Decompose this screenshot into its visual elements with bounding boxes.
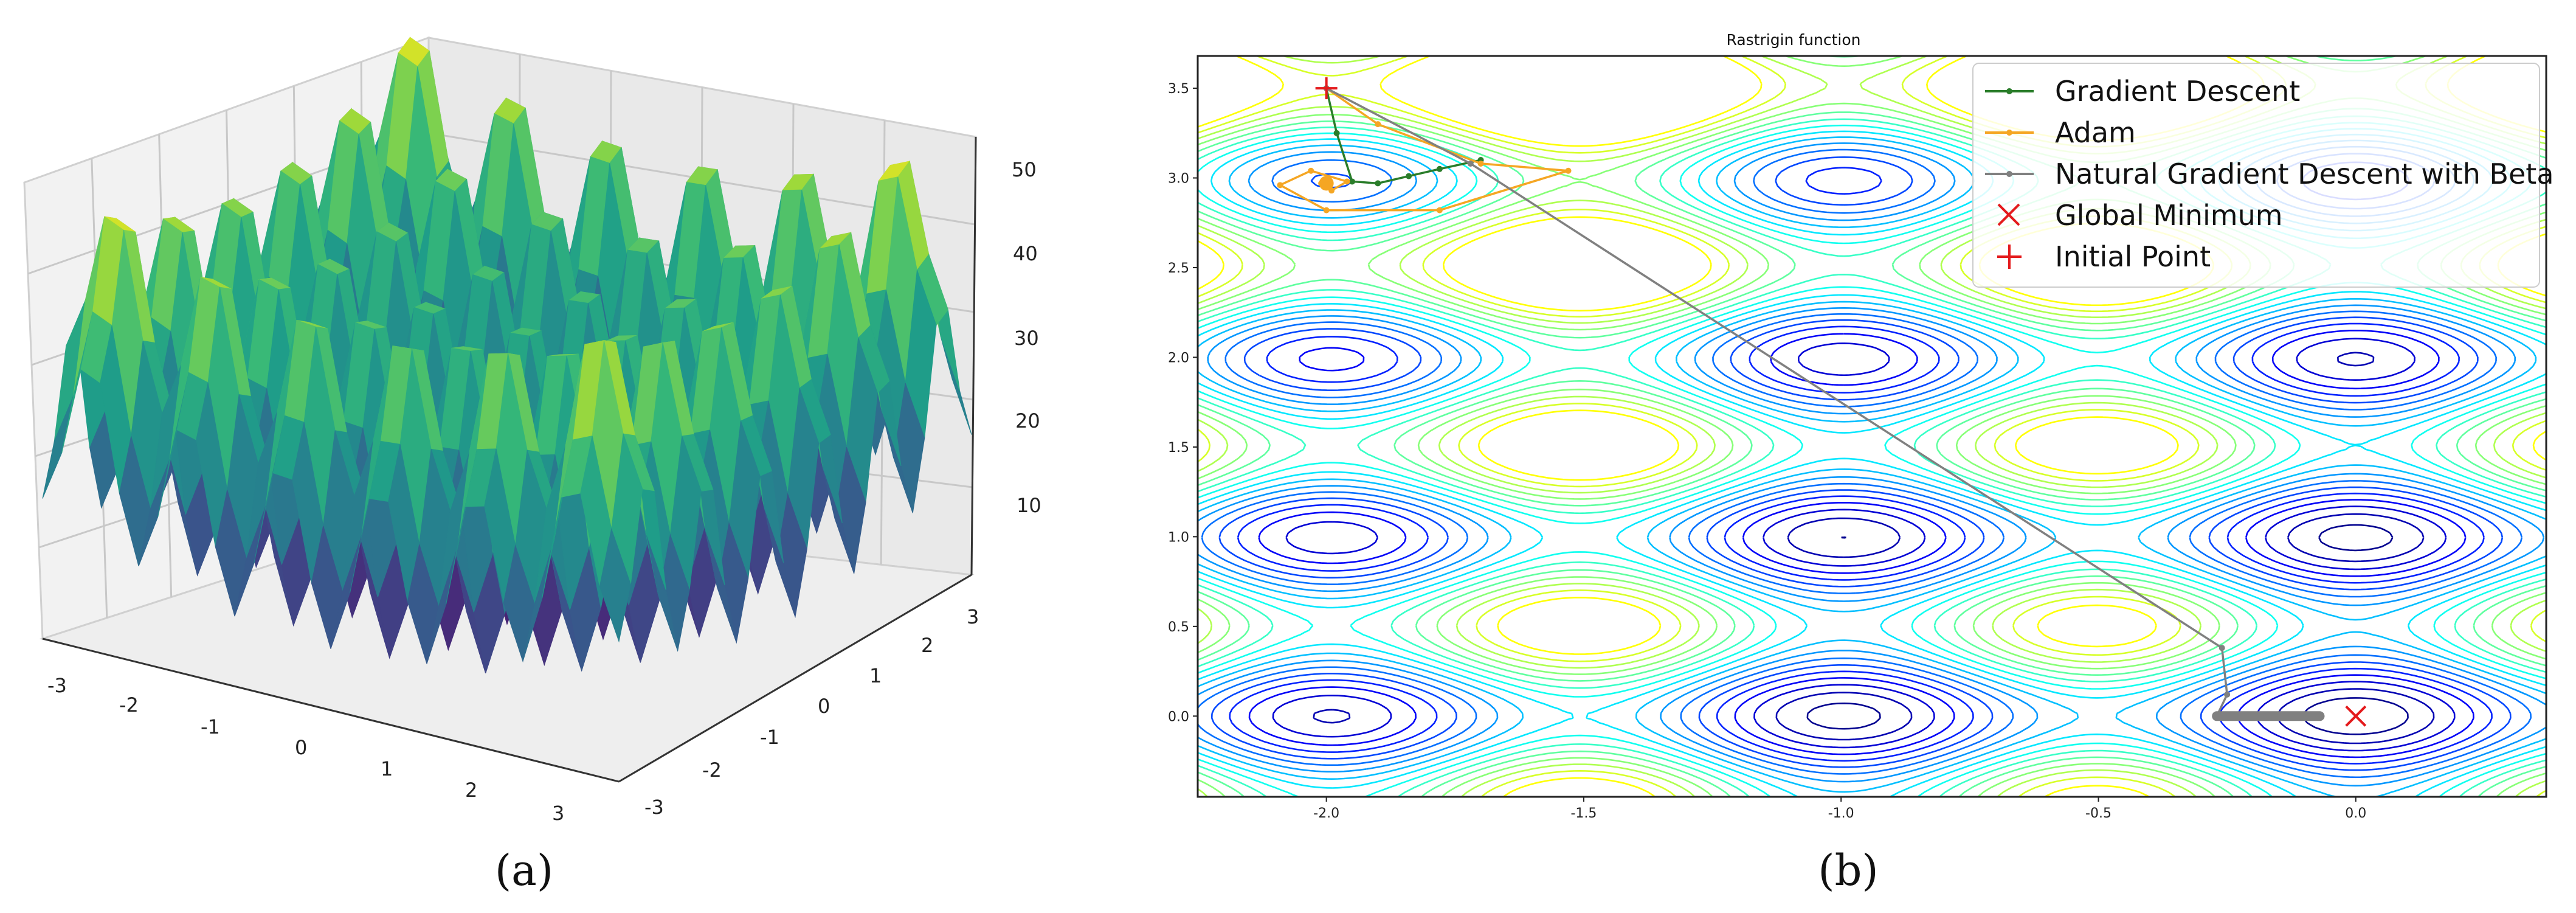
series-point [1436, 165, 1443, 172]
x-tick-label: -2 [119, 693, 139, 717]
series-point [1406, 173, 1412, 179]
x-tick-label: 0.0 [2345, 806, 2366, 821]
panel-a-caption: (a) [495, 845, 553, 895]
x-tick-label: 0 [295, 736, 307, 759]
surface-plot [42, 36, 972, 673]
series-point [1344, 178, 1350, 185]
optimizer-paths [1277, 77, 2367, 727]
legend-item-initial-point: Initial Point [1997, 240, 2211, 273]
x-tick-label: 1 [381, 757, 393, 780]
y-tick-label: 2.0 [1168, 350, 1189, 366]
x-tick-label: -3 [47, 674, 67, 697]
y-tick-label: 2.5 [1168, 261, 1189, 276]
legend-label: Initial Point [2055, 240, 2211, 273]
series-point [1375, 121, 1381, 128]
y-tick-label: -1 [760, 726, 779, 749]
panel-b: Rastrigin function -2.0 -1.5 -1.0 -0.5 0… [1168, 31, 2554, 895]
y-tick-label: 1.0 [1168, 530, 1189, 545]
legend-label: Gradient Descent [2055, 75, 2300, 108]
legend-label: Adam [2055, 116, 2136, 149]
adam-convergence-cluster [1319, 176, 1334, 191]
series-point [1333, 130, 1340, 136]
x-tick-label: 2 [465, 779, 477, 802]
y-tick-label: 0 [818, 695, 830, 718]
y-tick-label: 3.5 [1168, 82, 1189, 97]
legend: Gradient Descent Adam Natural Gradient D… [1972, 63, 2554, 288]
legend-label: Natural Gradient Descent with Beta [2055, 158, 2554, 190]
panel-a-z-ticks: 10 20 30 40 50 [1012, 158, 1041, 517]
legend-item-gradient-descent: Gradient Descent [1985, 75, 2300, 108]
legend-item-natural-gradient: Natural Gradient Descent with Beta [1985, 158, 2554, 190]
x-tick-label: -0.5 [2085, 806, 2112, 821]
panel-b-y-ticks: 0.0 0.5 1.0 1.5 2.0 2.5 3.0 3.5 [1168, 82, 1198, 724]
legend-label: Global Minimum [2055, 199, 2283, 232]
x-tick-label: -1.5 [1570, 806, 1597, 821]
y-tick-label: 1 [869, 664, 882, 687]
legend-box [1972, 63, 2540, 288]
contour-line [1198, 133, 2546, 797]
panel-b-frame [1196, 55, 2547, 798]
series-point [1308, 167, 1314, 174]
z-tick-label: 40 [1013, 242, 1038, 265]
y-tick-label: 1.5 [1168, 440, 1189, 456]
global-minimum-marker [2345, 705, 2367, 727]
series-point [1348, 178, 1355, 185]
y-tick-label: -3 [644, 796, 664, 819]
y-tick-label: -2 [702, 759, 722, 782]
panel-a-y-ticks: -3 -2 -1 0 1 2 3 [644, 605, 979, 819]
surface-facet [599, 527, 631, 643]
panel-b-x-ticks: -2.0 -1.5 -1.0 -0.5 0.0 [1313, 797, 2366, 821]
y-tick-label: 0.0 [1168, 709, 1189, 724]
legend-marker-adam [2006, 130, 2012, 136]
panel-b-title: Rastrigin function [1727, 31, 1861, 49]
plus-marker-icon [1997, 245, 2022, 269]
panel-b-caption: (b) [1818, 845, 1878, 895]
contour-line [1272, 338, 2456, 752]
series-point [1467, 160, 1474, 167]
contour-line [1210, 153, 2512, 771]
legend-item-adam: Adam [1985, 116, 2136, 149]
series-point [1477, 160, 1484, 167]
series-point [1277, 182, 1283, 189]
panel-a: -3 -2 -1 0 1 2 3 -3 -2 -1 0 1 2 3 10 20 … [23, 36, 1041, 895]
contour-line [1248, 330, 2474, 759]
y-tick-label: 0.5 [1168, 620, 1189, 635]
contour-line [1806, 524, 2409, 735]
z-tick-label: 10 [1017, 494, 1041, 517]
z-tick-label: 50 [1012, 158, 1037, 181]
legend-item-global-minimum: Global Minimum [1997, 199, 2283, 232]
x-tick-label: -1 [201, 715, 220, 738]
x-tick-label: -1.0 [1828, 806, 1854, 821]
x-marker-icon [1997, 203, 2020, 226]
series-point [1323, 207, 1330, 213]
y-tick-label: 3.0 [1168, 172, 1189, 187]
y-tick-label: 2 [921, 634, 933, 657]
contour-line [1198, 128, 2546, 797]
contour-line [1229, 161, 2493, 765]
series-point [2224, 691, 2231, 698]
series-point [2219, 645, 2225, 651]
legend-marker-ngd [2006, 171, 2012, 177]
panel-a-x-ticks: -3 -2 -1 0 1 2 3 [47, 674, 564, 825]
series-point [1436, 207, 1443, 213]
x-tick-label: -2.0 [1313, 806, 1339, 821]
panel-a-axis-lines [42, 136, 977, 783]
x-tick-label: 3 [552, 802, 564, 825]
series-point [1375, 180, 1381, 187]
legend-marker-gd [2006, 88, 2012, 94]
z-tick-label: 30 [1014, 327, 1039, 350]
contour-line [1313, 352, 2435, 745]
z-tick-label: 20 [1015, 409, 1040, 432]
y-tick-label: 3 [967, 605, 979, 628]
series-point [1565, 167, 1572, 174]
